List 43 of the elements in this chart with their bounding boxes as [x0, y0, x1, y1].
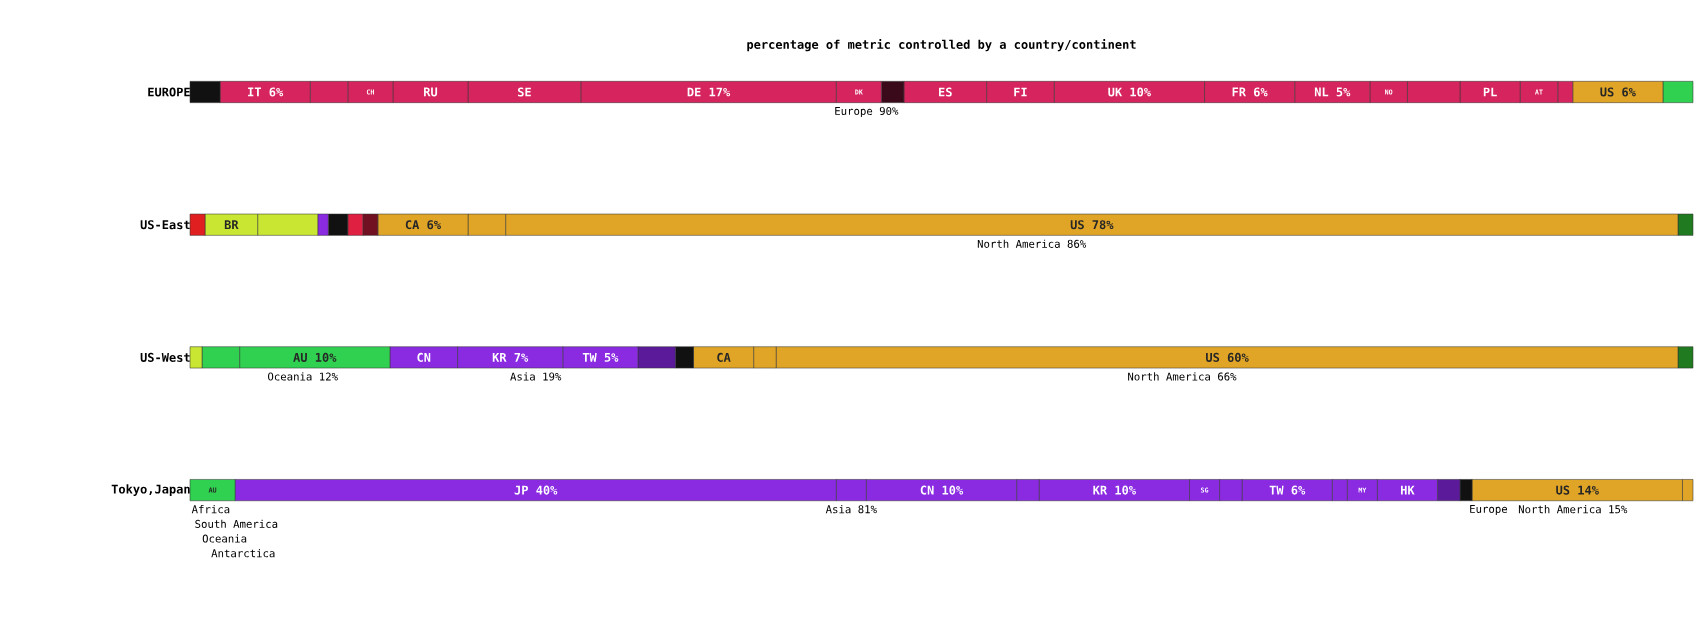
y-tick-label: US-East [140, 220, 190, 230]
data-label: TW 6% [1269, 485, 1306, 495]
data-label: CN 10% [920, 485, 964, 495]
y-tick-label: EUROPE [148, 87, 190, 97]
annotation: North America 86% [977, 239, 1087, 248]
data-label: IT 6% [248, 87, 284, 97]
text: Antarctica [211, 549, 275, 558]
data-label: RU [424, 87, 438, 97]
y-tick-label: US-West [140, 352, 190, 362]
data-label: ES [939, 87, 952, 97]
annotation: North America 15% [1518, 505, 1628, 514]
annotation: Europe 90% [835, 106, 899, 118]
data-label: AU 10% [293, 352, 337, 362]
data-label: US 14% [1556, 485, 1599, 495]
annotation: Asia 81% [825, 505, 877, 514]
data-label: BR [224, 220, 239, 230]
data-label: US 6% [1600, 87, 1636, 97]
annotation: Africa [191, 505, 230, 514]
data-label: SE [517, 87, 531, 97]
data-label: FI [1014, 87, 1027, 97]
data-label: KR 10% [1093, 485, 1136, 495]
data-label: TW 5% [582, 352, 619, 362]
data-label: JP 40% [514, 485, 558, 495]
data-label: FR 6% [1232, 87, 1268, 97]
data-label: CA 6% [405, 220, 441, 230]
chart-title: percentage of metric controlled by a country/continent [747, 39, 1136, 52]
data-label: CN [417, 352, 431, 362]
data-label: KR 7% [492, 353, 529, 362]
annotation: South America [195, 519, 278, 528]
data-label: UK 10% [1108, 87, 1151, 97]
annotation: Oceania 12% [268, 372, 338, 381]
annotation: Europe [1470, 505, 1508, 516]
annotation: North America 66% [1128, 372, 1237, 381]
data-label: US 78% [1070, 220, 1114, 230]
data-label: CA [717, 352, 731, 362]
data-label: NL 5% [1314, 87, 1351, 97]
annotation: Asia 19% [510, 372, 562, 381]
y-tick-label: Tokyo,Japan [111, 484, 190, 496]
text: Oceania [202, 534, 247, 543]
data-label: PL [1483, 87, 1497, 97]
data-label: DE 17% [687, 87, 731, 97]
data-label: HK [1401, 485, 1415, 495]
data-label: US 60% [1206, 352, 1249, 362]
